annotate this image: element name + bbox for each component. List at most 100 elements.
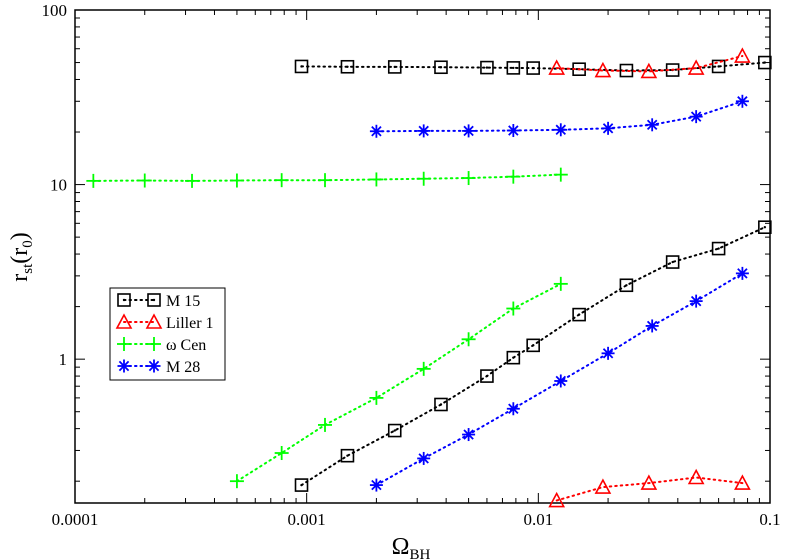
data-point bbox=[506, 350, 521, 365]
data-point bbox=[416, 361, 431, 376]
data-point bbox=[758, 55, 772, 70]
legend-marker bbox=[117, 337, 131, 351]
series-line bbox=[375, 100, 744, 133]
data-point bbox=[734, 474, 751, 490]
data-point bbox=[434, 60, 448, 75]
series-line bbox=[300, 61, 766, 72]
data-point bbox=[640, 474, 658, 490]
data-point bbox=[340, 448, 355, 463]
data-point bbox=[548, 59, 566, 75]
x-tick-label: 0.01 bbox=[523, 510, 553, 529]
data-point bbox=[294, 478, 309, 492]
legend-entry: M 28 bbox=[117, 359, 200, 376]
data-point bbox=[462, 124, 476, 138]
data-point bbox=[711, 59, 726, 74]
data-point bbox=[229, 474, 244, 489]
x-tick-label: 0.1 bbox=[759, 510, 780, 529]
data-point bbox=[601, 346, 615, 360]
data-point bbox=[735, 94, 749, 108]
data-point bbox=[274, 173, 289, 188]
data-point bbox=[506, 169, 521, 184]
data-point bbox=[689, 110, 703, 124]
data-point bbox=[645, 118, 659, 132]
data-point bbox=[689, 294, 703, 308]
legend-label: ω Cen bbox=[166, 337, 206, 354]
data-point bbox=[387, 423, 402, 438]
x-tick-label: 0.0001 bbox=[52, 510, 99, 529]
data-point bbox=[137, 173, 152, 188]
data-point bbox=[734, 47, 751, 63]
data-point bbox=[526, 338, 540, 353]
data-point bbox=[665, 255, 680, 269]
legend-box bbox=[109, 287, 226, 381]
data-point bbox=[506, 402, 520, 416]
series-line bbox=[235, 282, 562, 483]
data-point bbox=[369, 172, 384, 187]
legend-entry: ω Cen bbox=[117, 337, 206, 354]
y-tick-label: 10 bbox=[50, 176, 67, 195]
series-line bbox=[300, 226, 766, 487]
legend-marker bbox=[147, 293, 161, 307]
x-axis-label: ΩBH bbox=[392, 534, 431, 560]
data-point bbox=[601, 121, 615, 135]
data-point bbox=[185, 173, 200, 188]
data-point bbox=[548, 491, 566, 508]
data-point bbox=[318, 173, 333, 188]
data-point bbox=[461, 332, 476, 347]
series-line bbox=[375, 272, 744, 487]
legend-label: M 28 bbox=[166, 359, 200, 376]
data-point bbox=[506, 301, 521, 316]
x-tick-label: 0.001 bbox=[288, 510, 326, 529]
data-point bbox=[387, 60, 402, 74]
legend: M 15 Liller 1 ω Cen M 28 bbox=[109, 287, 226, 381]
legend-marker bbox=[147, 337, 161, 351]
legend-marker bbox=[117, 359, 131, 373]
data-point bbox=[526, 61, 540, 75]
legend-marker bbox=[117, 293, 131, 307]
data-point bbox=[480, 369, 494, 383]
data-point bbox=[318, 417, 333, 432]
data-point bbox=[369, 478, 383, 492]
data-point bbox=[274, 446, 289, 461]
data-point bbox=[229, 173, 244, 188]
data-series bbox=[86, 47, 772, 508]
data-point bbox=[417, 451, 431, 465]
data-point bbox=[462, 428, 476, 442]
series--cen bbox=[86, 167, 568, 489]
data-point bbox=[340, 59, 355, 74]
data-point bbox=[294, 59, 309, 74]
y-axis-label: rst(r0) bbox=[7, 232, 36, 282]
data-point bbox=[687, 468, 705, 485]
data-point bbox=[369, 390, 384, 405]
data-point bbox=[434, 397, 448, 412]
axis-tick-labels: 0.0001 0.001 0.01 0.1 1 10 100 bbox=[42, 1, 781, 529]
series-m-15 bbox=[294, 55, 772, 492]
data-point bbox=[735, 266, 749, 280]
axis-ticks bbox=[74, 9, 771, 503]
data-point bbox=[645, 319, 659, 333]
data-point bbox=[554, 123, 568, 137]
data-point bbox=[758, 220, 772, 235]
data-point bbox=[506, 61, 521, 75]
series-m-28 bbox=[369, 94, 749, 492]
data-point bbox=[553, 167, 568, 182]
data-point bbox=[554, 374, 568, 388]
legend-marker bbox=[147, 359, 161, 373]
legend-label: Liller 1 bbox=[166, 315, 214, 332]
data-point bbox=[594, 478, 612, 494]
data-point bbox=[417, 124, 431, 138]
legend-marker bbox=[115, 313, 133, 329]
legend-entry: M 15 bbox=[117, 293, 200, 310]
series-liller-1 bbox=[548, 47, 751, 508]
legend-marker bbox=[145, 313, 163, 329]
data-point bbox=[506, 124, 520, 138]
data-point bbox=[711, 241, 726, 256]
data-point bbox=[640, 62, 658, 79]
y-tick-label: 100 bbox=[42, 1, 68, 20]
data-point bbox=[480, 60, 494, 75]
data-point bbox=[687, 59, 705, 75]
data-point bbox=[619, 63, 634, 78]
legend-label: M 15 bbox=[166, 293, 200, 310]
series-line bbox=[555, 55, 744, 73]
